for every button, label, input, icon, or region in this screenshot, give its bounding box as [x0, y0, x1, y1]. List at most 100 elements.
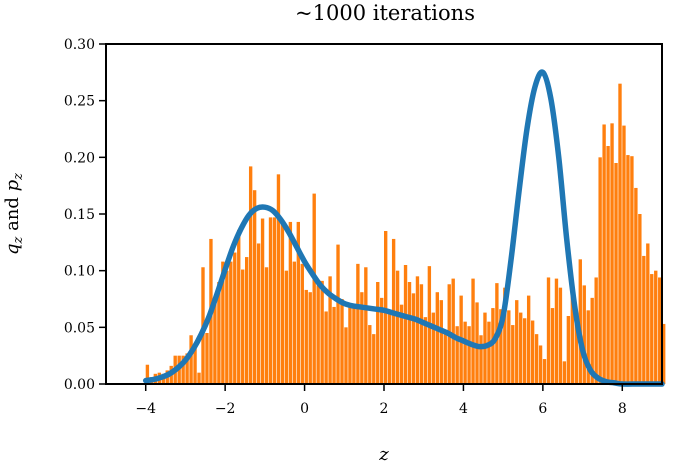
histogram-bar [451, 278, 455, 384]
histogram-bar [415, 276, 420, 384]
x-tick-label: 0 [300, 401, 309, 417]
histogram-bar [523, 318, 527, 384]
histogram-bar [356, 263, 360, 384]
x-tick-label: 4 [459, 401, 468, 417]
y-tick-label: 0.15 [64, 207, 95, 223]
histogram-bar [534, 334, 539, 384]
y-tick-label: 0.30 [64, 37, 95, 53]
histogram-bar [566, 316, 571, 384]
histogram-bar [288, 221, 293, 384]
histogram-bar [248, 166, 253, 384]
histogram-bar [542, 359, 547, 384]
histogram-bar [526, 295, 531, 384]
histogram-bar [574, 316, 578, 384]
histogram-bar [304, 289, 308, 384]
histogram-bar [471, 278, 475, 384]
y-label-and: and [2, 191, 23, 236]
histogram-bar [407, 282, 412, 384]
histogram-bar [344, 327, 348, 384]
histogram-bar [507, 310, 511, 384]
histogram-bar [618, 83, 622, 385]
histogram-bar [503, 287, 507, 384]
histogram-bar [558, 287, 563, 384]
histogram-bar [598, 157, 602, 384]
histogram-bar [546, 277, 551, 384]
y-tick-label: 0.05 [64, 320, 95, 336]
histogram-bar [399, 304, 404, 384]
histogram-bar [646, 243, 650, 384]
y-label-q-subscript: z [11, 237, 26, 245]
histogram-bar [519, 312, 523, 384]
histogram-bar [634, 187, 638, 384]
histogram-bar [642, 255, 646, 384]
histogram-bar [550, 308, 555, 384]
y-tick-label: 0.10 [64, 264, 95, 280]
y-label-p-subscript: z [11, 173, 26, 181]
histogram-bar [658, 277, 662, 384]
histogram-bar [292, 261, 297, 384]
histogram-bar [455, 326, 459, 384]
histogram-bar [376, 282, 380, 384]
histogram-bar [312, 193, 316, 384]
histogram-bar [411, 293, 416, 384]
y-label-q: q [2, 244, 23, 256]
histogram-bar [197, 372, 201, 384]
y-label-p: p [2, 179, 23, 191]
histogram-bar [403, 265, 408, 384]
histogram-bar [276, 174, 281, 384]
histogram-bar [582, 285, 586, 384]
histogram-bar [662, 323, 666, 384]
histogram-bar [256, 243, 261, 384]
histogram-bar [650, 274, 654, 384]
histogram-bar [610, 123, 614, 384]
histogram-bar [419, 284, 424, 384]
histogram-bar [205, 333, 209, 384]
histogram-bar [368, 325, 372, 384]
histogram-bar [479, 335, 483, 384]
histogram-bar [308, 292, 312, 384]
histogram-bar [284, 270, 289, 384]
density-curve [142, 69, 665, 387]
histogram-bar [145, 364, 150, 384]
histogram-bar [511, 325, 515, 384]
histogram-bar [372, 334, 376, 384]
histogram-bar [300, 263, 304, 384]
histogram-bar [475, 302, 479, 384]
histogram-bar [499, 309, 503, 384]
histogram-bar [181, 355, 185, 384]
histogram-bar [626, 155, 630, 384]
histogram-bar [352, 308, 356, 384]
x-tick-label: −2 [215, 401, 236, 417]
histogram-bar [336, 244, 340, 384]
histogram-bar [217, 282, 221, 384]
histogram-bar [423, 317, 428, 384]
histogram-bar [443, 333, 447, 384]
histogram-bar [602, 124, 606, 384]
y-tick-label: 0.00 [64, 377, 95, 393]
y-axis: 0.00 0.05 0.10 0.15 0.20 0.25 0.30 [64, 37, 106, 393]
y-tick-label: 0.25 [64, 94, 95, 110]
histogram-bar [431, 312, 436, 384]
histogram-bar [384, 231, 388, 384]
x-tick-label: −4 [135, 401, 156, 417]
histogram-bar [606, 146, 610, 384]
histogram-bar [387, 313, 392, 384]
histogram-bar [225, 270, 229, 384]
histogram-bar [562, 361, 567, 384]
x-axis-label: z [378, 444, 389, 465]
histogram-bar [213, 300, 217, 384]
histogram-bar [638, 214, 642, 384]
histogram-bar [538, 345, 543, 384]
histogram-bar [467, 326, 471, 384]
histogram-bar [264, 267, 269, 384]
histogram-bars [145, 83, 666, 385]
histogram-bar [332, 306, 336, 384]
histogram-bar [328, 276, 332, 384]
histogram-bar [530, 320, 535, 384]
histogram-bar [622, 125, 626, 384]
histogram-bar [380, 297, 384, 384]
histogram-bar [340, 299, 344, 384]
x-tick-label: 6 [538, 401, 547, 417]
histogram-bar [435, 292, 439, 384]
